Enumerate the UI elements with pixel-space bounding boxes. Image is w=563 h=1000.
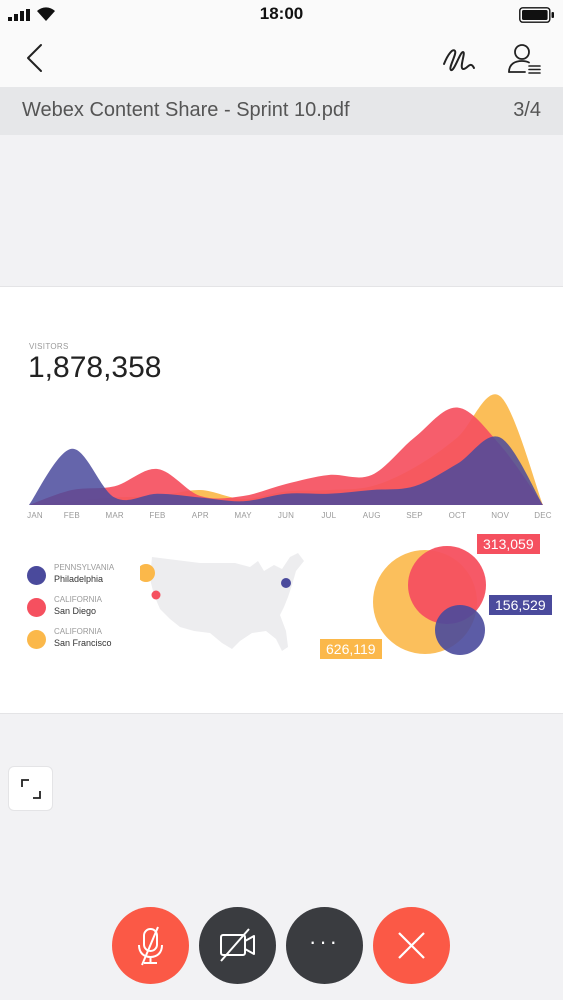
bubble-blue [435, 605, 485, 655]
back-chevron-icon[interactable] [20, 40, 52, 76]
shared-slide[interactable]: VISITORS 1,878,358 JAN FEB MAR FEB APR MAY JUN… [0, 286, 563, 714]
month-tick-label: AUG [362, 511, 381, 520]
document-title: Webex Content Share - Sprint 10.pdf [22, 99, 350, 121]
annotate-icon[interactable] [440, 40, 480, 78]
bubble-chart [373, 546, 486, 655]
month-tick-label: MAY [234, 511, 252, 520]
us-map [140, 553, 304, 651]
legend-state: CALIFORNIA [54, 627, 103, 636]
legend-city: San Francisco [54, 638, 112, 648]
video-button[interactable] [199, 907, 276, 984]
status-time: 18:00 [259, 4, 304, 23]
visitors-value: 1,878,358 [28, 351, 162, 384]
end-call-button[interactable] [373, 907, 450, 984]
legend-dot [27, 630, 46, 649]
more-icon: ··· [309, 929, 340, 954]
month-tick-label: MAR [105, 511, 124, 520]
month-tick-label: JUL [321, 511, 337, 520]
bubble-value-blue: 156,529 [489, 595, 552, 615]
month-tick-label: FEB [63, 511, 80, 520]
wifi-icon [37, 7, 55, 21]
expand-icon [21, 779, 41, 799]
nav-bar [0, 30, 563, 87]
video-off-icon [220, 928, 255, 962]
month-tick-label: JAN [27, 511, 43, 520]
bubble-red [408, 546, 486, 624]
page-indicator: 3/4 [513, 99, 541, 121]
visitors-label: VISITORS [29, 342, 69, 351]
legend-city: Philadelphia [54, 574, 104, 584]
bubble-value-red: 313,059 [477, 534, 540, 554]
close-icon [398, 932, 425, 959]
bubble-value-orange: 626,119 [320, 639, 382, 659]
participants-icon[interactable] [505, 40, 545, 78]
fullscreen-button[interactable] [8, 766, 53, 811]
map-dot-san-francisco [140, 564, 155, 582]
month-tick-label: JUN [277, 511, 295, 520]
visitors-area-chart [29, 394, 543, 505]
legend-state: CALIFORNIA [54, 595, 103, 604]
month-tick-label: OCT [448, 511, 467, 520]
more-options-button[interactable]: ··· [286, 907, 363, 984]
legend-city: San Diego [54, 606, 97, 616]
mute-button[interactable] [112, 907, 189, 984]
status-bar: 18:00 [0, 0, 563, 30]
area-series-1 [29, 407, 543, 505]
legend-dot [27, 598, 46, 617]
map-dot-san-diego [151, 590, 161, 600]
month-tick-label: SEP [406, 511, 423, 520]
cellular-signal-icon [8, 9, 30, 21]
month-tick-label: APR [191, 511, 209, 520]
document-title-bar: Webex Content Share - Sprint 10.pdf 3/4 [0, 87, 563, 135]
map-dot-philadelphia [281, 578, 291, 588]
legend-state: PENNSYLVANIA [54, 563, 115, 572]
microphone-muted-icon [138, 926, 163, 966]
month-tick-label: NOV [491, 511, 510, 520]
month-tick-label: DEC [534, 511, 552, 520]
battery-icon [519, 7, 554, 23]
legend-dot [27, 566, 46, 585]
month-tick-label: FEB [149, 511, 166, 520]
area-series-2 [29, 436, 543, 505]
